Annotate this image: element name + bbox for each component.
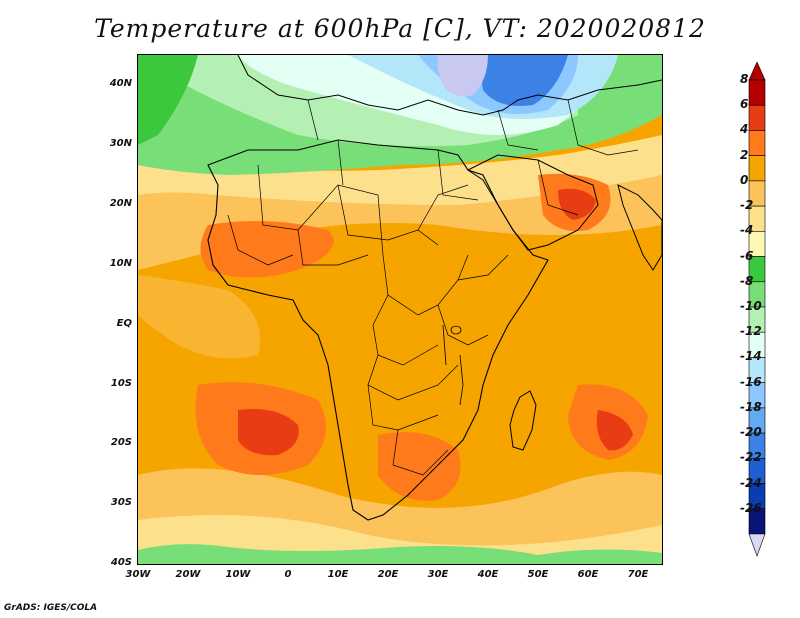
great-lakes: [442, 324, 464, 406]
colorbar-label: 2: [740, 147, 749, 162]
colorbar-label: -26: [740, 500, 762, 515]
lon-label-60e: 60E: [577, 569, 599, 580]
lon-label-70e: 70E: [627, 569, 649, 580]
map-panel: [137, 54, 663, 565]
colorbar-label: 6: [740, 97, 749, 112]
lon-label-30w: 30W: [125, 569, 151, 580]
lat-label-30n: 30N: [109, 138, 132, 149]
colorbar-label: -16: [740, 374, 762, 389]
field-cold-4: [478, 55, 568, 106]
colorbar-label: -10: [740, 299, 762, 313]
madagascar-coastline: [509, 390, 537, 451]
colorbar-label: -4: [740, 223, 754, 238]
lat-label-20n: 20N: [109, 198, 132, 209]
colorbar-label: -6: [740, 248, 754, 263]
credit-text: GrADS: IGES/COLA: [4, 603, 98, 613]
colorbar-label: -18: [740, 399, 762, 414]
field-cold-5: [437, 55, 488, 97]
colorbar-label: -12: [740, 324, 762, 339]
lat-label-30s: 30S: [110, 497, 132, 508]
lon-label-30e: 30E: [427, 569, 449, 580]
colorbar-bottom-arrow: [748, 533, 766, 557]
europe-coastline: [237, 55, 662, 116]
africa-coastline: [207, 139, 549, 521]
colorbar-label: -22: [740, 450, 762, 465]
lon-label-10w: 10W: [225, 569, 251, 580]
lat-label-10n: 10N: [109, 258, 132, 269]
map-title: Temperature at 600hPa [C], VT: 202002081…: [94, 14, 706, 43]
lat-label-40s: 40S: [110, 557, 132, 568]
temperature-map: [138, 55, 662, 564]
country-borders: [227, 99, 639, 476]
colorbar-label: 8: [740, 72, 749, 86]
colorbar: [748, 62, 766, 557]
india-coastline: [617, 184, 662, 271]
colorbar-label: -14: [740, 349, 762, 364]
field-south-green: [138, 544, 662, 564]
field-northwest-green: [138, 55, 198, 145]
colorbar-label: 0: [740, 172, 749, 187]
lat-label-10s: 10S: [110, 378, 132, 389]
colorbar-label: -24: [740, 475, 762, 490]
field-hot-indian: [596, 410, 633, 451]
field-atlantic-pale: [138, 275, 260, 359]
colorbar-label: -20: [740, 425, 762, 440]
field-north-pale: [138, 135, 662, 205]
lon-label-50e: 50E: [527, 569, 549, 580]
lat-label-40n: 40N: [109, 78, 132, 89]
lat-label-eq: EQ: [116, 318, 132, 329]
field-warm-southafrica: [378, 432, 461, 501]
colorbar-label: -2: [740, 198, 754, 213]
lon-label-40e: 40E: [477, 569, 499, 580]
lat-label-20s: 20S: [110, 437, 132, 448]
lon-label-20w: 20W: [175, 569, 201, 580]
field-hot-arabia: [558, 188, 596, 220]
colorbar-label: 4: [740, 122, 749, 137]
field-hot-atlantic: [238, 409, 299, 456]
lon-label-20e: 20E: [377, 569, 399, 580]
colorbar-label: -8: [740, 273, 754, 288]
lon-label-0: 0: [284, 569, 292, 580]
lon-label-10e: 10E: [327, 569, 349, 580]
